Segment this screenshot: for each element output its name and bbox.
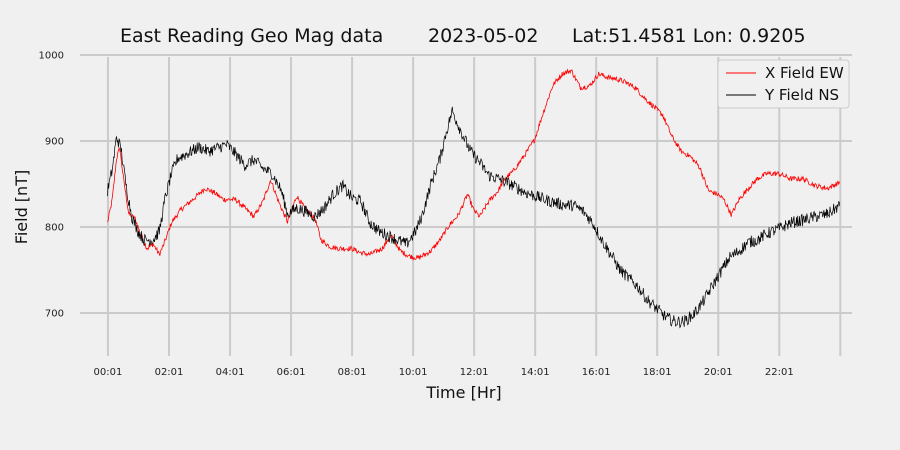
plot-area bbox=[107, 68, 841, 329]
chart-title-location: Lat:51.4581 Lon: 0.9205 bbox=[572, 25, 806, 47]
x-tick-label: 08:01 bbox=[338, 367, 367, 378]
x-tick-label: 02:01 bbox=[155, 367, 184, 378]
y-tick-label: 800 bbox=[45, 223, 64, 234]
series-line-y-field-ns bbox=[107, 106, 841, 329]
x-tick-label: 14:01 bbox=[521, 367, 550, 378]
x-tick-label: 20:01 bbox=[704, 367, 733, 378]
legend-label-x-field: X Field EW bbox=[765, 64, 844, 82]
y-tick-labels: 700 800 900 1000 bbox=[39, 51, 64, 320]
y-tick-label: 700 bbox=[45, 309, 64, 320]
series-line-x-field-ew bbox=[107, 68, 841, 261]
x-tick-label: 16:01 bbox=[582, 367, 611, 378]
x-tick-label: 10:01 bbox=[399, 367, 428, 378]
x-tick-labels: 00:01 02:01 04:01 06:01 08:01 10:01 12:01 14:01… bbox=[94, 367, 794, 378]
legend: X Field EW Y Field NS bbox=[717, 59, 850, 109]
y-tick-label: 900 bbox=[45, 137, 64, 148]
chart-title: East Reading Geo Mag data 2023-05-02 Lat… bbox=[120, 25, 806, 47]
x-axis-label: Time [Hr] bbox=[425, 383, 501, 402]
x-tick-label: 22:01 bbox=[765, 367, 794, 378]
y-axis-label: Field [nT] bbox=[12, 170, 31, 244]
grid bbox=[80, 54, 852, 356]
x-tick-label: 18:01 bbox=[643, 367, 672, 378]
x-tick-label: 04:01 bbox=[216, 367, 245, 378]
chart-title-station: East Reading Geo Mag data bbox=[120, 25, 383, 47]
x-tick-label: 00:01 bbox=[94, 367, 123, 378]
y-tick-label: 1000 bbox=[39, 51, 64, 62]
x-tick-label: 06:01 bbox=[277, 367, 306, 378]
legend-box bbox=[717, 59, 850, 109]
legend-label-y-field: Y Field NS bbox=[764, 86, 839, 104]
chart-title-date: 2023-05-02 bbox=[428, 25, 538, 47]
x-tick-label: 12:01 bbox=[460, 367, 489, 378]
